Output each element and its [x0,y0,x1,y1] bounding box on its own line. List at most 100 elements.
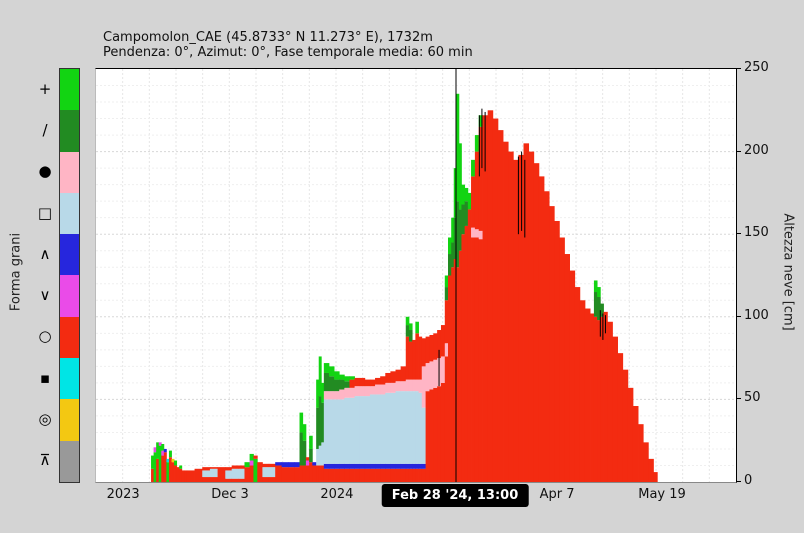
snow-layer-rect [412,379,416,392]
snow-layer-rect [461,204,466,235]
grain-shape-symbol: / [42,120,48,139]
snow-layer-rect [299,432,304,466]
grain-color-swatch [60,151,79,193]
grain-color-swatch [60,234,79,276]
grain-color-swatch [60,358,79,400]
snow-layer-rect [153,447,157,453]
snow-layer-rect [302,424,307,441]
snow-layer-rect [168,450,172,458]
snow-layer-rect [440,325,446,357]
snow-layer-rect [321,465,325,482]
plot-canvas[interactable] [96,69,736,482]
snow-layer-rect [643,442,649,482]
snow-layer-rect [262,467,270,478]
y-tick-label: 200 [744,142,769,158]
snow-layer-rect [288,462,295,468]
hatch-marks [438,108,606,387]
snow-layer-rect [153,452,157,482]
snow-layer-rect [318,465,322,482]
snow-layer-rect [268,467,276,478]
snow-layer-rect [364,396,371,464]
snow-layer-rect [421,366,426,408]
snow-layer-rect [597,287,601,297]
snow-layer-rect [312,462,317,466]
snow-layer-rect [385,372,391,383]
snow-layer-rect [600,316,604,482]
snow-layer-rect [186,470,195,482]
snow-layer-rect [344,468,350,482]
snow-layer-rect [305,460,310,466]
snow-layer-rect [268,477,276,482]
snow-layer-rect [328,463,335,469]
snow-layer-rect [440,382,446,482]
snow-layer-rect [171,458,175,463]
snow-layer-rect [380,463,386,469]
y-tick-mark [736,315,741,317]
snow-layer-rect [400,366,407,382]
snow-layer-rect [415,463,419,469]
snow-layer-rect [275,462,282,466]
snow-layer-rect [349,387,355,398]
snow-layer-rect [453,168,457,218]
snow-layer-rect [632,406,639,482]
snow-layer-rect [538,176,545,482]
cursor-tooltip: Feb 28 '24, 13:00 [381,484,529,507]
snow-layer-rect [334,463,340,469]
snow-layer-rect [334,391,340,400]
snow-layer-rect [405,336,410,380]
snow-layer-rect [482,115,489,482]
snow-layer-rect [281,467,289,482]
snow-layer-rect [354,377,361,387]
snow-layer-rect [395,369,402,382]
snow-layer-rect [334,379,340,392]
snow-layer-rect [163,452,167,482]
snow-layer-rect [161,455,165,482]
snow-layer-rect [156,442,160,459]
snow-layer-rect [523,143,530,482]
snow-layer-rect [334,399,340,464]
snow-layer-rect [323,363,330,373]
snow-layer-rect [354,468,361,482]
snow-layer-rect [316,465,320,482]
snow-layer-rect [364,386,371,397]
snow-layer-rect [151,468,154,482]
snow-layer-rect [408,330,413,342]
grain-color-swatch [60,110,79,152]
snow-layer-rect [161,450,165,456]
y-tick-mark [736,398,741,400]
grain-shape-symbol: + [38,79,52,98]
snow-layer-rect [533,163,540,482]
snow-layer-rect [471,159,476,177]
snow-layer-rect [429,334,434,362]
snow-layer-rect [429,361,434,390]
snow-layer-rect [433,387,438,482]
snow-layer-rect [385,392,391,464]
snow-layer-rect [593,280,598,293]
snow-layer-rect [168,457,172,482]
snow-layer-rect [328,468,335,482]
snow-layer-rect [225,478,233,482]
snow-layer-rect [158,445,162,482]
snow-layer-rect [312,465,317,482]
y-tick-mark [736,150,741,152]
snow-layer-rect [474,229,480,238]
snow-layer-rect [408,463,413,469]
snow-layer-rect [275,465,282,482]
snow-layer-rect [253,455,258,459]
snow-layer-rect [309,448,313,463]
snow-layer-rect [478,230,483,240]
snow-layer-rect [294,467,300,482]
snow-layer-rect [554,220,560,482]
snow-layer-rect [405,391,410,464]
snow-layer-rect [433,333,438,360]
snow-layer-rect [305,465,310,482]
snow-layer-rect [390,382,396,393]
snow-layer-rect [597,296,601,321]
grain-shape-symbol: ● [38,162,52,181]
snow-layer-rect [513,159,519,482]
snow-layer-rect [171,462,175,482]
snow-layer-rect [390,463,396,469]
snow-layer-rect [316,448,320,466]
plot-area[interactable] [95,68,737,483]
